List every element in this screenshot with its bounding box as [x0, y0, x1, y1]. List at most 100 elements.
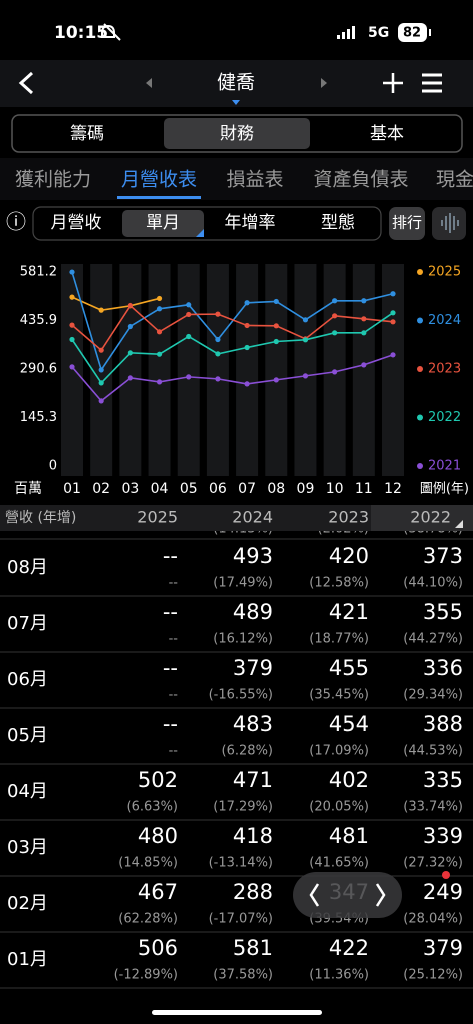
y-unit-label: 百萬 [14, 481, 42, 497]
month-label: 06月 [7, 669, 48, 690]
data-point [186, 311, 192, 318]
legend-title: 圖例(年) [420, 482, 469, 497]
data-point [361, 316, 367, 322]
table-header[interactable]: 2024 [232, 508, 273, 527]
data-point [244, 322, 250, 329]
x-tick-label: 05 [180, 481, 198, 497]
rank-button[interactable]: 排行 [392, 214, 422, 232]
x-tick-label: 08 [267, 481, 285, 497]
yoy-cell: -- [169, 632, 179, 647]
data-point [156, 329, 163, 335]
series-line [71, 354, 394, 403]
yoy-cell: -- [169, 688, 179, 703]
revenue-cell: 420 [329, 544, 369, 568]
data-point [390, 352, 396, 358]
segment-item[interactable]: 籌碼 [70, 124, 104, 144]
voice-button[interactable] [432, 207, 466, 240]
pager-next[interactable] [375, 883, 386, 907]
menu-button[interactable] [422, 73, 442, 93]
title-indicator [232, 100, 240, 105]
subtab-frame [32, 206, 382, 241]
subtab-item[interactable]: 年增率 [225, 213, 276, 233]
x-tick-label: 01 [63, 481, 81, 497]
sort-indicator [455, 520, 463, 528]
tab-item[interactable]: 現金 [436, 169, 473, 191]
series-line [71, 304, 394, 352]
segment-item[interactable]: 財務 [220, 124, 254, 144]
tab-item[interactable]: 月營收表 [121, 169, 197, 191]
rank-button-bg[interactable] [389, 207, 425, 240]
month-band [177, 264, 200, 476]
series-line [71, 296, 160, 311]
month-band [119, 264, 142, 476]
month-label: 05月 [7, 725, 48, 746]
tab-item[interactable]: 資產負債表 [313, 169, 408, 191]
yoy-cell: (25.12%) [403, 968, 463, 983]
data-point [361, 362, 367, 368]
revenue-cell: 422 [329, 936, 369, 960]
data-point [332, 330, 338, 336]
x-tick-label: 09 [297, 481, 315, 497]
battery-icon [398, 23, 427, 42]
x-tick-label: 02 [92, 481, 110, 497]
yoy-cell: (44.53%) [403, 744, 463, 759]
revenue-table: 營收 (年增) 2025 2024 2023 2022 (14.13%) (2.02%) (3… [0, 505, 473, 989]
y-tick-label: 145.3 [20, 410, 57, 425]
pager-prev[interactable] [309, 883, 320, 907]
yoy-cell: (33.74%) [403, 800, 463, 815]
month-label: 02月 [7, 893, 48, 914]
yoy-cell: (17.49%) [213, 576, 273, 591]
y-tick-label: 290.6 [20, 362, 57, 377]
table-header[interactable]: 2022 [410, 508, 451, 527]
subtab-row: ⓘ 月營收 單月 年增率 型態 排行 [6, 206, 466, 241]
legend-marker [417, 463, 423, 469]
yoy-cell: (12.58%) [309, 576, 369, 591]
table-header[interactable]: 2023 [328, 508, 369, 527]
revenue-cell: -- [163, 544, 178, 568]
yoy-cell: (16.12%) [213, 632, 273, 647]
data-point [127, 350, 133, 356]
series-line [71, 271, 394, 372]
revenue-cell: 379 [233, 656, 273, 680]
tab-item[interactable]: 獲利能力 [15, 169, 91, 191]
data-point [302, 337, 309, 343]
x-tick-label: 06 [209, 481, 227, 497]
segment-control: 籌碼 財務 基本 [11, 114, 463, 153]
back-button[interactable] [18, 71, 34, 95]
yoy-cell: (2.02%) [318, 522, 369, 537]
subtab-item[interactable]: 單月 [146, 213, 180, 233]
legend-label: 2024 [428, 313, 461, 328]
next-stock[interactable] [321, 78, 327, 88]
chart: 01 02 03 04 05 06 07 08 09 10 11 12 0 145.3 290.6 435.9… [14, 264, 469, 497]
data-point [127, 302, 133, 309]
data-point [332, 369, 338, 375]
yoy-cell: (11.36%) [309, 968, 369, 983]
segment-item[interactable]: 基本 [370, 124, 404, 144]
yoy-cell: (6.63%) [127, 800, 178, 815]
tab-item[interactable]: 損益表 [226, 169, 283, 191]
table-header: 營收 (年增) [5, 510, 76, 526]
revenue-cell: 402 [329, 768, 369, 792]
month-band [236, 264, 259, 476]
month-label: 07月 [7, 613, 48, 634]
battery-level: 82 [403, 26, 421, 41]
legend-label: 2023 [428, 362, 461, 377]
table-header[interactable]: 2025 [137, 508, 178, 527]
month-label: 08月 [7, 557, 48, 578]
data-point [390, 310, 396, 316]
subtab-item[interactable]: 月營收 [51, 213, 102, 233]
data-point [332, 313, 338, 319]
y-tick-label: 0 [49, 459, 57, 474]
revenue-cell: 355 [423, 600, 463, 624]
prev-stock[interactable] [146, 78, 152, 88]
revenue-cell: 480 [138, 824, 178, 848]
stock-name[interactable]: 健喬 [217, 72, 255, 94]
info-icon[interactable]: ⓘ [6, 210, 26, 234]
subtab-item[interactable]: 型態 [321, 213, 355, 233]
x-tick-label: 12 [384, 481, 402, 497]
data-point [69, 294, 75, 300]
add-button[interactable] [383, 73, 403, 93]
yoy-cell: -- [169, 744, 179, 759]
revenue-cell: 418 [233, 824, 273, 848]
month-band [61, 264, 83, 476]
